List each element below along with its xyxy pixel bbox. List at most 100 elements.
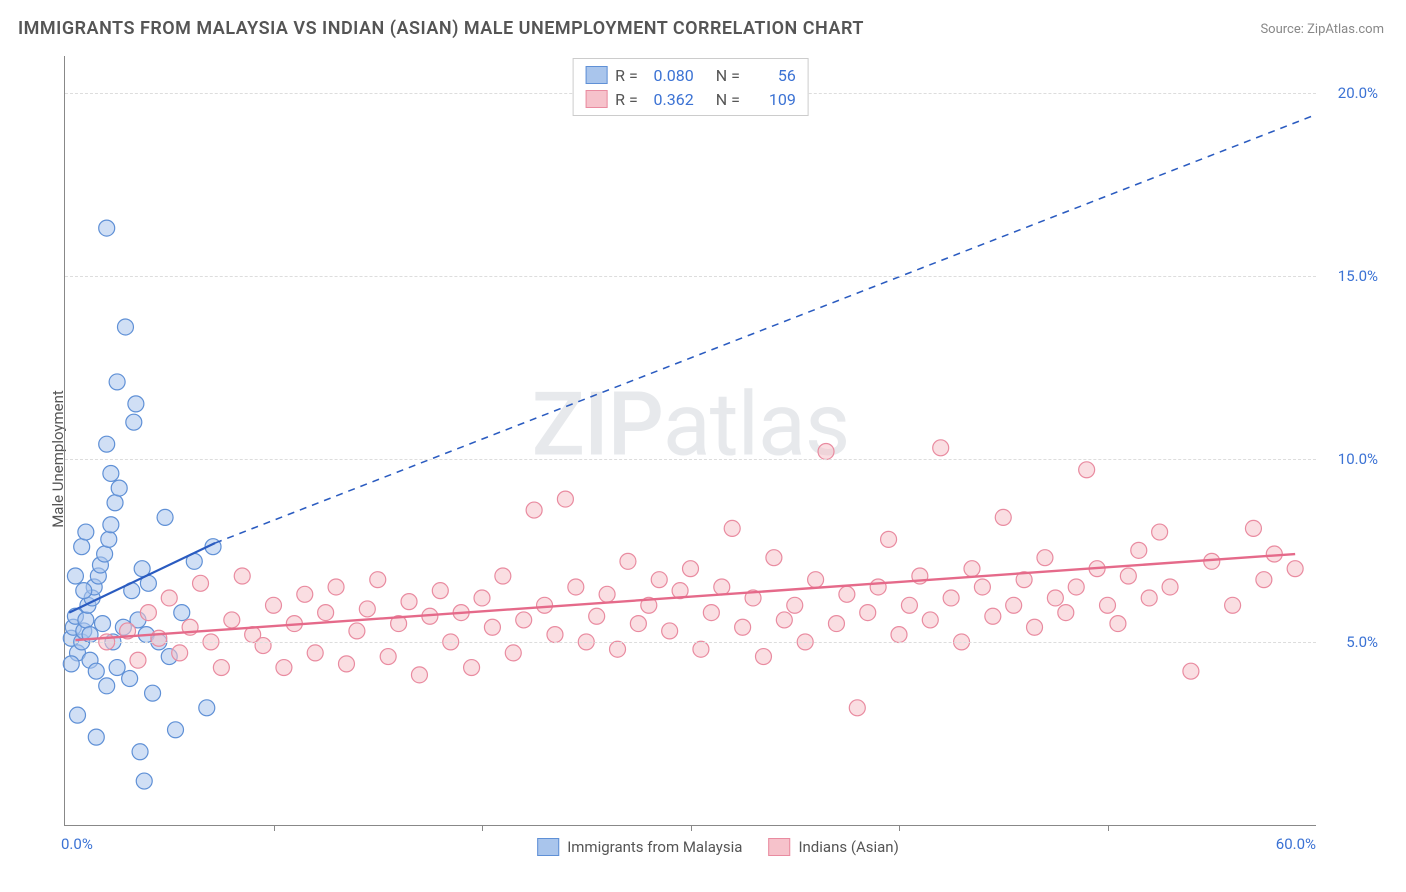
scatter-point	[683, 561, 699, 577]
scatter-point	[1110, 616, 1126, 632]
scatter-point	[787, 597, 803, 613]
source-attribution: Source: ZipAtlas.com	[1260, 22, 1384, 37]
scatter-point	[103, 465, 119, 481]
x-tick-mark	[482, 825, 483, 831]
legend-n-value: 56	[748, 66, 796, 85]
scatter-point	[318, 605, 334, 621]
scatter-point	[1225, 597, 1241, 613]
scatter-point	[193, 575, 209, 591]
scatter-point	[130, 652, 146, 668]
scatter-point	[136, 773, 152, 789]
scatter-point	[537, 597, 553, 613]
scatter-point	[620, 553, 636, 569]
legend-n-label: N =	[716, 90, 740, 109]
scatter-point	[99, 436, 115, 452]
scatter-point	[995, 509, 1011, 525]
scatter-point	[234, 568, 250, 584]
scatter-point	[109, 374, 125, 390]
x-tick-mark	[691, 825, 692, 831]
scatter-point	[95, 616, 111, 632]
legend-series-item: Immigrants from Malaysia	[537, 838, 742, 856]
legend-series-label: Indians (Asian)	[798, 838, 898, 856]
legend-n-value: 109	[748, 90, 796, 109]
scatter-point	[703, 605, 719, 621]
scatter-point	[213, 660, 229, 676]
scatter-point	[99, 220, 115, 236]
chart-container: Male Unemployment ZIPatlas R =0.080N =56…	[50, 56, 1386, 862]
scatter-point	[380, 649, 396, 665]
x-tick-mark	[274, 825, 275, 831]
x-tick-mark	[1108, 825, 1109, 831]
scatter-point	[78, 524, 94, 540]
x-tick-label: 60.0%	[1276, 835, 1316, 853]
scatter-point	[74, 539, 90, 555]
scatter-point	[1068, 579, 1084, 595]
scatter-point	[99, 678, 115, 694]
scatter-point	[370, 572, 386, 588]
scatter-point	[964, 561, 980, 577]
scatter-point	[161, 590, 177, 606]
legend-row: R =0.362N =109	[585, 87, 796, 111]
scatter-point	[101, 531, 117, 547]
scatter-point	[172, 645, 188, 661]
scatter-point	[1152, 524, 1168, 540]
scatter-point	[755, 649, 771, 665]
scatter-point	[828, 616, 844, 632]
scatter-point	[1287, 561, 1303, 577]
gridline-horizontal	[65, 276, 1316, 277]
scatter-point	[516, 612, 532, 628]
y-tick-label: 5.0%	[1346, 633, 1378, 651]
scatter-point	[776, 612, 792, 628]
scatter-point	[1006, 597, 1022, 613]
legend-row: R =0.080N =56	[585, 63, 796, 87]
scatter-point	[307, 645, 323, 661]
scatter-point	[349, 623, 365, 639]
scatter-point	[1100, 597, 1116, 613]
legend-swatch	[585, 66, 607, 84]
scatter-point	[117, 319, 133, 335]
scatter-point	[557, 491, 573, 507]
scatter-point	[70, 707, 86, 723]
scatter-point	[495, 568, 511, 584]
gridline-horizontal	[65, 459, 1316, 460]
scatter-point	[662, 623, 678, 639]
legend-series: Immigrants from Malaysia Indians (Asian)	[537, 838, 899, 856]
scatter-svg	[65, 56, 1316, 825]
plot-area: ZIPatlas R =0.080N =56R =0.362N =109 5.0…	[64, 56, 1316, 826]
scatter-point	[526, 502, 542, 518]
scatter-point	[276, 660, 292, 676]
scatter-point	[870, 579, 886, 595]
scatter-point	[432, 583, 448, 599]
legend-swatch	[537, 838, 559, 856]
scatter-point	[67, 568, 83, 584]
scatter-point	[568, 579, 584, 595]
chart-title: IMMIGRANTS FROM MALAYSIA VS INDIAN (ASIA…	[18, 18, 864, 39]
legend-r-label: R =	[615, 90, 638, 109]
scatter-point	[103, 517, 119, 533]
gridline-horizontal	[65, 642, 1316, 643]
scatter-point	[359, 601, 375, 617]
scatter-point	[168, 722, 184, 738]
scatter-point	[714, 579, 730, 595]
scatter-point	[122, 671, 138, 687]
scatter-point	[1256, 572, 1272, 588]
scatter-point	[1120, 568, 1136, 584]
scatter-point	[297, 586, 313, 602]
scatter-point	[724, 520, 740, 536]
scatter-point	[1131, 542, 1147, 558]
scatter-point	[974, 579, 990, 595]
scatter-point	[1141, 590, 1157, 606]
scatter-point	[88, 663, 104, 679]
scatter-point	[922, 612, 938, 628]
scatter-point	[849, 700, 865, 716]
legend-r-value: 0.080	[646, 66, 694, 85]
scatter-point	[474, 590, 490, 606]
scatter-point	[901, 597, 917, 613]
scatter-point	[505, 645, 521, 661]
scatter-point	[78, 612, 94, 628]
scatter-point	[547, 627, 563, 643]
scatter-point	[985, 608, 1001, 624]
scatter-point	[157, 509, 173, 525]
scatter-point	[1047, 590, 1063, 606]
x-tick-mark	[899, 825, 900, 831]
